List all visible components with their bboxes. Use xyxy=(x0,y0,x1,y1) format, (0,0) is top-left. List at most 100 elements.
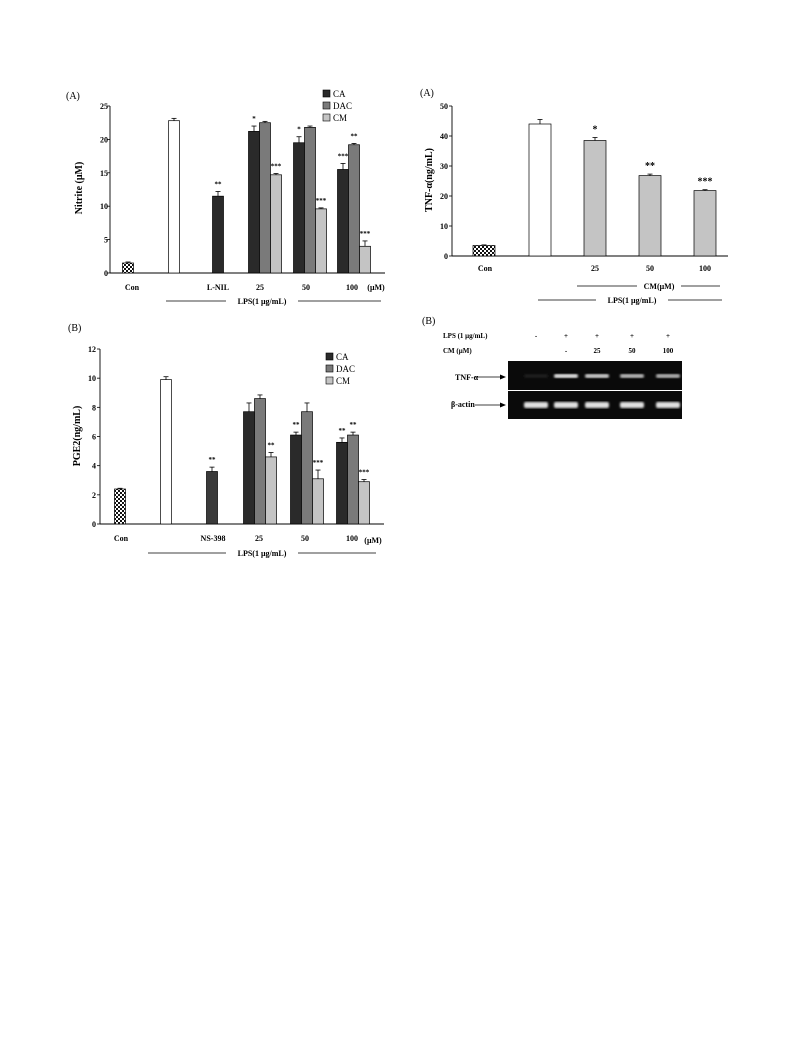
legend-label-dac: DAC xyxy=(336,364,355,374)
y-tick-label-nitrite: 20 xyxy=(100,135,108,144)
bar-pge2-4 xyxy=(254,398,266,525)
legend-swatch-dac xyxy=(322,101,331,110)
legend-label-cm: CM xyxy=(336,376,350,386)
blot-band-1-3 xyxy=(620,402,644,408)
blot-row-value-1-3: 50 xyxy=(629,347,637,355)
xlabel-pge2-3: 50 xyxy=(301,534,309,543)
blot-row-value-1-4: 100 xyxy=(663,347,674,355)
y-tick-label-pge2: 10 xyxy=(88,374,96,383)
bar-nitrite-5 xyxy=(270,174,282,274)
significance-nitrite-5: *** xyxy=(271,162,282,170)
legend-swatch-dac xyxy=(325,364,334,373)
panel-label-blot: (B) xyxy=(422,316,435,327)
lps-label-pge2: LPS(1 μg/mL) xyxy=(238,549,287,558)
significance-pge2-6: ** xyxy=(293,421,301,429)
xlabel-nitrite-1: L-NIL xyxy=(207,283,229,292)
blot-band-0-0 xyxy=(524,374,548,378)
blot-band-0-1 xyxy=(554,374,578,378)
chart-pge2: (B) PGE2(ng/mL) 024681012***************… xyxy=(68,323,384,558)
legend-nitrite: CA DAC CM xyxy=(322,89,352,123)
significance-nitrite-8: *** xyxy=(316,197,327,205)
ylabel-nitrite: Nitrite (μM) xyxy=(74,162,85,215)
significance-pge2-11: *** xyxy=(359,469,370,477)
xlabel-nitrite-2: 25 xyxy=(256,283,264,292)
bar-pge2-6 xyxy=(290,434,302,525)
blot-band-1-0 xyxy=(524,402,548,408)
y-tick-label-tnf: 20 xyxy=(440,192,448,201)
bar-nitrite-8 xyxy=(315,208,327,274)
blot-band-1-1 xyxy=(554,402,578,408)
panel-label-tnf: (A) xyxy=(420,88,434,99)
bar-pge2-8 xyxy=(312,478,324,525)
bar-tnf-3 xyxy=(638,175,662,257)
y-tick-label-tnf: 40 xyxy=(440,132,448,141)
blot-row-value-0-3: + xyxy=(630,332,634,340)
blot-row-label-cm: CM (μM) xyxy=(443,347,472,355)
ylabel-pge2: PGE2(ng/mL) xyxy=(72,406,83,467)
significance-pge2-9: ** xyxy=(339,427,347,435)
bar-nitrite-7 xyxy=(304,127,316,274)
bar-nitrite-1 xyxy=(168,120,180,274)
blot-band-1-2 xyxy=(585,402,609,408)
bar-tnf-4 xyxy=(693,190,717,257)
bar-nitrite-3 xyxy=(248,131,260,274)
xlabel-tnf-1: 25 xyxy=(591,264,599,273)
y-tick-label-pge2: 12 xyxy=(88,345,96,354)
blot-panel: (B) LPS (1 μg/mL) CM (μM) - + + + +- 25 50 100 … xyxy=(422,316,682,419)
legend-label-ca: CA xyxy=(336,352,349,362)
bar-nitrite-4 xyxy=(259,122,271,274)
xlabel-tnf-2: 50 xyxy=(646,264,654,273)
bar-pge2-0 xyxy=(114,488,126,525)
y-tick-label-nitrite: 10 xyxy=(100,202,108,211)
bar-pge2-2 xyxy=(206,471,218,525)
xlabel-tnf-0: Con xyxy=(478,264,493,273)
panel-label-pge2: (B) xyxy=(68,323,81,334)
significance-pge2-5: ** xyxy=(268,442,276,450)
unit-label-pge2: (μM) xyxy=(364,536,382,545)
significance-pge2-2: ** xyxy=(209,456,217,464)
bar-pge2-3 xyxy=(243,411,255,525)
bar-pge2-11 xyxy=(358,481,370,525)
bar-nitrite-10 xyxy=(348,144,360,274)
bar-pge2-9 xyxy=(336,441,348,525)
xlabel-tnf-3: 100 xyxy=(699,264,711,273)
y-tick-label-nitrite: 0 xyxy=(104,269,108,278)
ylabel-tnf: TNF-α(ng/mL) xyxy=(424,148,435,212)
xlabel-nitrite-4: 100 xyxy=(346,283,358,292)
bar-tnf-2 xyxy=(583,140,607,257)
bar-pge2-10 xyxy=(347,434,359,525)
legend-pge2: CA DAC CM xyxy=(325,352,355,386)
blot-band-0-3 xyxy=(620,374,644,378)
y-tick-label-pge2: 4 xyxy=(92,462,96,471)
blot-row-label-lps: LPS (1 μg/mL) xyxy=(443,332,488,340)
xlabel-pge2-0: Con xyxy=(114,534,129,543)
significance-nitrite-2: ** xyxy=(215,181,223,189)
bar-nitrite-11 xyxy=(359,245,371,274)
significance-nitrite-6: * xyxy=(297,126,301,134)
bar-pge2-5 xyxy=(265,456,277,525)
xlabel-nitrite-0: Con xyxy=(125,283,140,292)
cm-label-tnf: CM(μM) xyxy=(644,282,675,291)
significance-nitrite-10: ** xyxy=(351,132,359,140)
y-tick-label-tnf: 50 xyxy=(440,102,448,111)
blot-band-0-4 xyxy=(656,374,680,378)
bar-tnf-0 xyxy=(472,245,496,257)
significance-pge2-8: *** xyxy=(313,459,324,467)
lps-label-nitrite: LPS(1 μg/mL) xyxy=(238,297,287,306)
significance-tnf-4: *** xyxy=(698,177,713,188)
legend-swatch-ca xyxy=(322,89,331,98)
xlabel-pge2-1: NS-398 xyxy=(201,534,226,543)
y-tick-label-tnf: 30 xyxy=(440,162,448,171)
blot-arrowhead-actin xyxy=(500,402,506,408)
y-tick-label-nitrite: 15 xyxy=(100,169,108,178)
legend-swatch-cm xyxy=(325,376,334,385)
bar-tnf-1 xyxy=(528,123,552,257)
significance-tnf-2: * xyxy=(593,125,598,136)
blot-row-value-1-2: 25 xyxy=(594,347,602,355)
bar-nitrite-9 xyxy=(337,169,349,274)
blot-band-label-actin: β-actin xyxy=(451,400,475,409)
significance-tnf-3: ** xyxy=(645,161,655,172)
blot-band-1-4 xyxy=(656,402,680,408)
